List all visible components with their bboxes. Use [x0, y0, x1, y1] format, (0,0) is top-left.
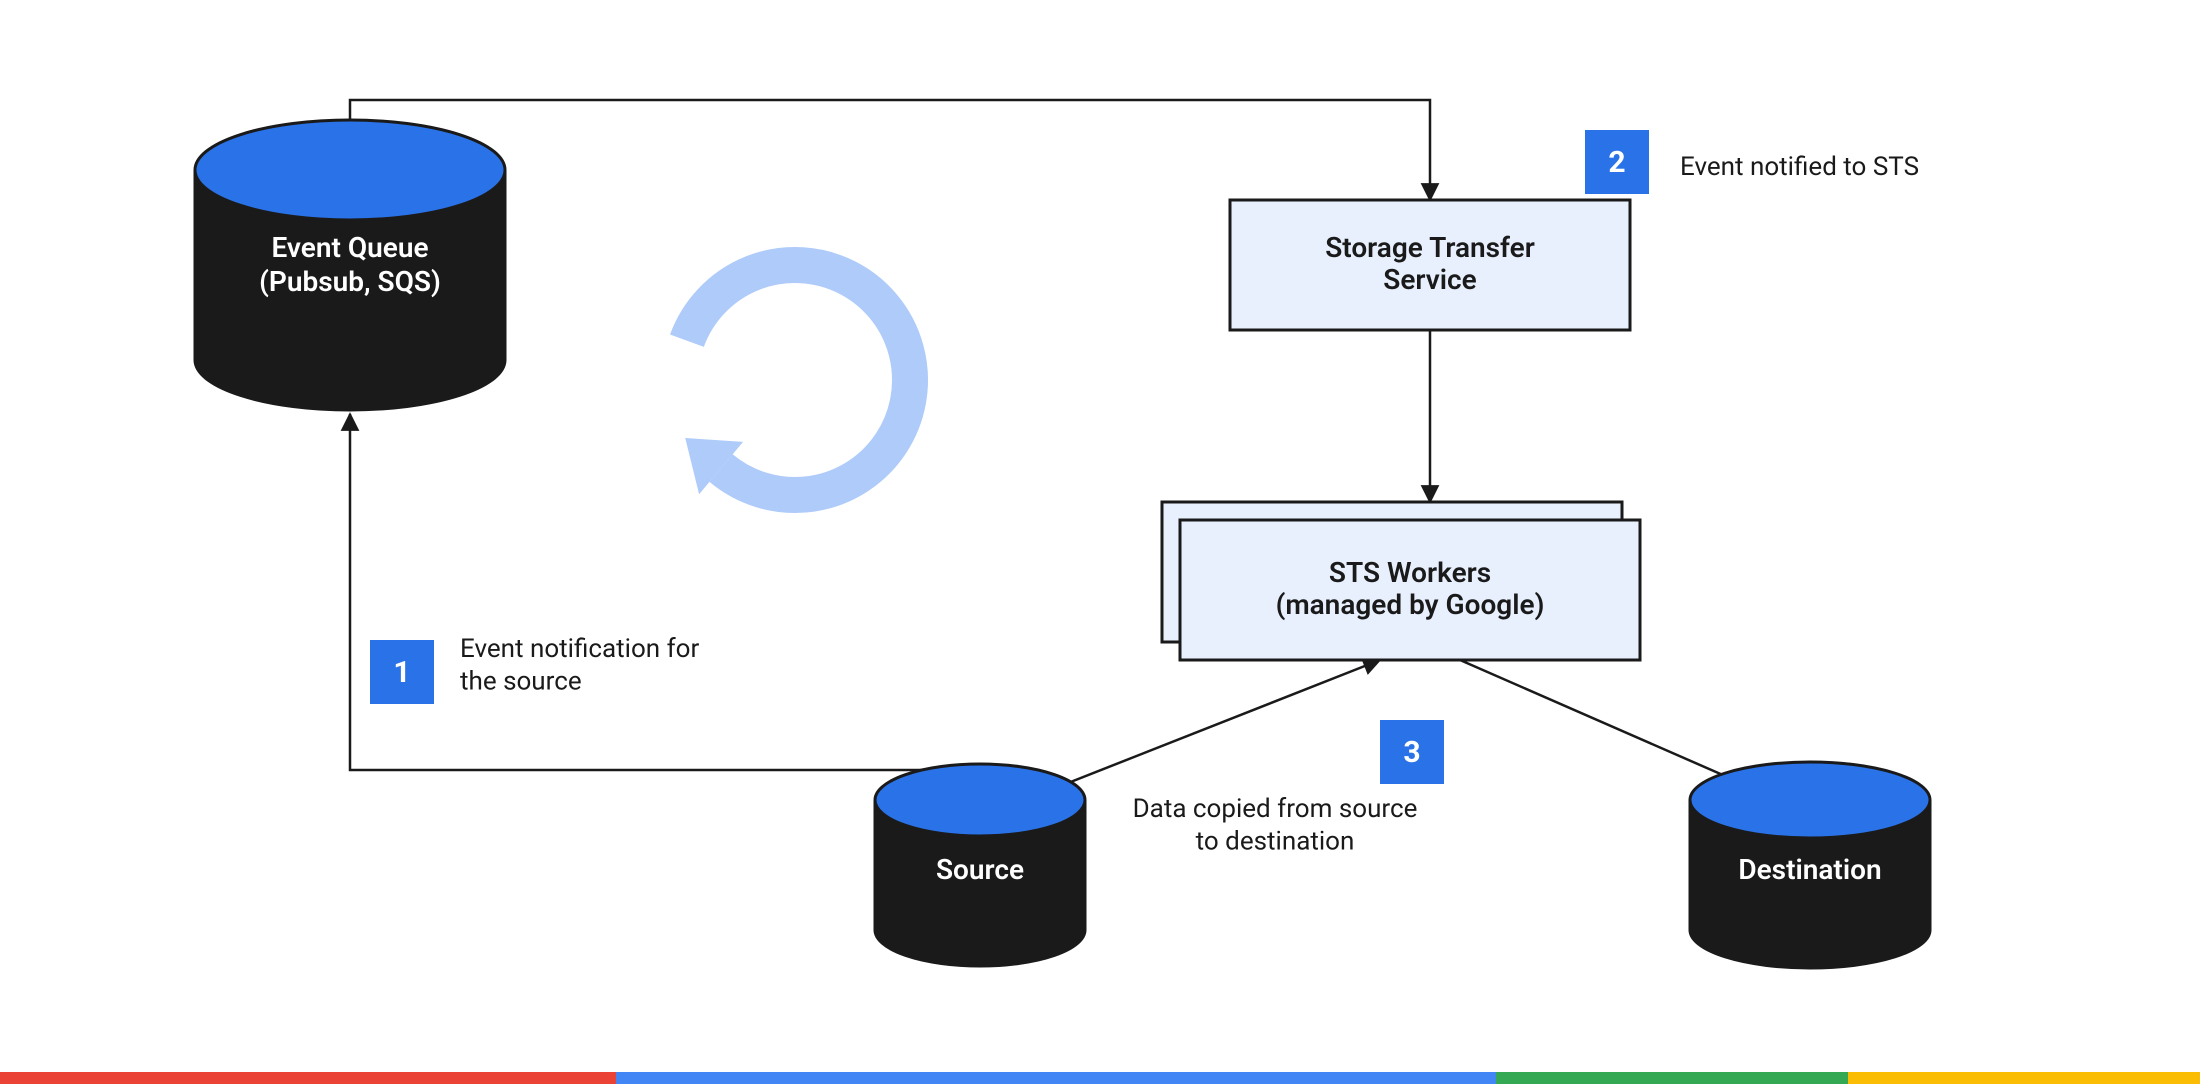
cycle-arrow-icon	[685, 265, 910, 495]
bottom-bar-segment	[1848, 1072, 2200, 1084]
svg-text:3: 3	[1403, 735, 1420, 770]
svg-text:Event notification for: Event notification for	[460, 634, 699, 664]
edge-source-to-workers	[1030, 660, 1380, 798]
svg-text:Service: Service	[1383, 263, 1476, 296]
svg-text:Data copied from source: Data copied from source	[1133, 794, 1418, 824]
svg-text:the source: the source	[460, 666, 582, 696]
bottom-bar-segment	[1496, 1072, 1848, 1084]
svg-text:Destination: Destination	[1738, 853, 1881, 886]
svg-text:1: 1	[393, 655, 410, 690]
bottom-bar-segment	[0, 1072, 616, 1084]
svg-text:Storage Transfer: Storage Transfer	[1325, 231, 1535, 264]
svg-text:Source: Source	[936, 853, 1024, 886]
bottom-color-bar	[0, 1072, 2200, 1084]
svg-text:(managed by Google): (managed by Google)	[1276, 588, 1545, 621]
svg-text:(Pubsub, SQS): (Pubsub, SQS)	[259, 265, 441, 298]
svg-text:2: 2	[1608, 145, 1625, 180]
svg-text:STS Workers: STS Workers	[1329, 556, 1491, 589]
bottom-bar-segment	[616, 1072, 1496, 1084]
diagram-canvas: Event Queue(Pubsub, SQS) Storage Transfer…	[0, 0, 2200, 1084]
svg-text:Event Queue: Event Queue	[271, 231, 428, 264]
svg-text:Event notified to STS: Event notified to STS	[1680, 152, 1919, 182]
edge-queue-to-sts	[350, 100, 1430, 200]
diagram-svg: Event Queue(Pubsub, SQS) Storage Transfer…	[0, 0, 2200, 1084]
svg-text:to destination: to destination	[1196, 826, 1355, 856]
